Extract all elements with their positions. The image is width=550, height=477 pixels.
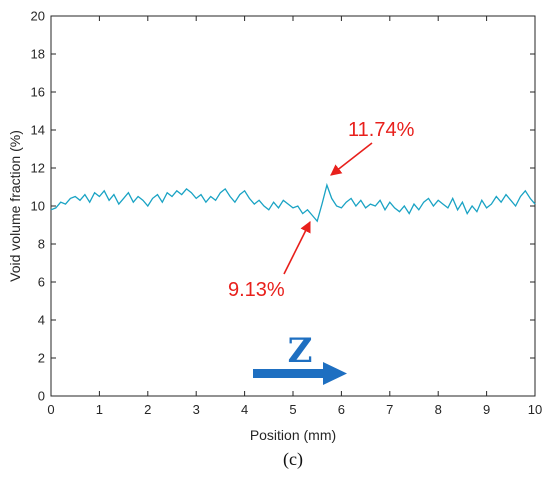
- y-tick-label: 4: [38, 313, 45, 328]
- x-tick-label: 10: [528, 402, 542, 417]
- x-axis-label: Position (mm): [250, 427, 336, 443]
- x-tick-label: 0: [47, 402, 54, 417]
- y-tick-label: 20: [31, 9, 45, 24]
- y-tick-label: 10: [31, 199, 45, 214]
- y-tick-label: 2: [38, 351, 45, 366]
- y-tick-label: 0: [38, 389, 45, 404]
- annotation-trough-arrow: [283, 220, 311, 275]
- x-tick-label: 7: [386, 402, 393, 417]
- annotation-trough-label: 9.13%: [228, 279, 285, 301]
- x-tick-label: 4: [241, 402, 248, 417]
- panel-label: (c): [283, 449, 303, 470]
- direction-arrow: [253, 362, 347, 385]
- annotation-peak-label: 11.74%: [348, 119, 415, 141]
- y-tick-label: 6: [38, 275, 45, 290]
- annotation-peak-arrow: [330, 142, 373, 176]
- x-tick-label: 3: [193, 402, 200, 417]
- y-axis-label: Void volume fraction (%): [7, 130, 23, 282]
- y-tick-label: 16: [31, 85, 45, 100]
- y-tick-label: 8: [38, 237, 45, 252]
- x-tick-label: 2: [144, 402, 151, 417]
- x-tick-label: 9: [483, 402, 490, 417]
- x-tick-label: 1: [96, 402, 103, 417]
- series-group: [50, 182, 536, 223]
- x-tick-label: 8: [435, 402, 442, 417]
- y-tick-label: 14: [31, 123, 45, 138]
- direction-label: Z: [288, 331, 313, 371]
- x-tick-label: 6: [338, 402, 345, 417]
- x-tick-label: 5: [289, 402, 296, 417]
- series-line: [50, 182, 536, 223]
- y-tick-label: 12: [31, 161, 45, 176]
- y-tick-label: 18: [31, 47, 45, 62]
- plot-area: [50, 15, 536, 397]
